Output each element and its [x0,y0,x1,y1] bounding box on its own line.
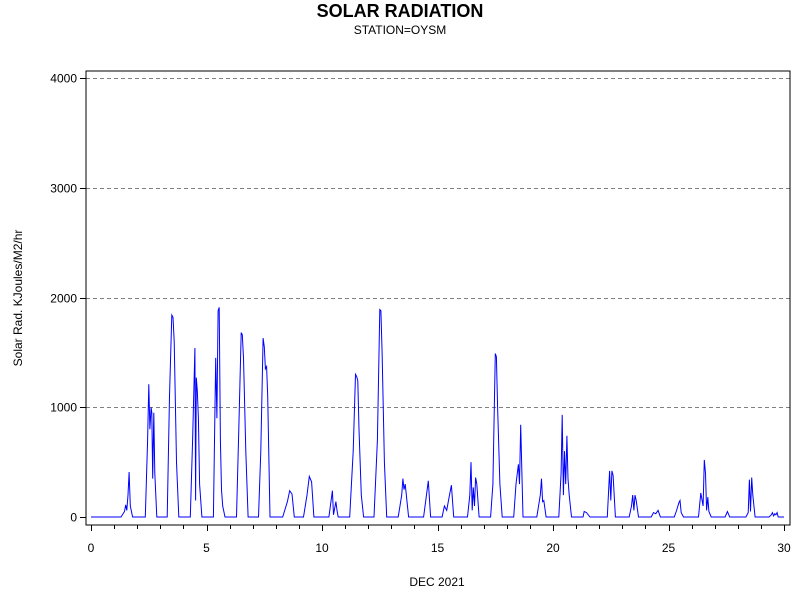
x-tick-label-20: 20 [546,541,560,555]
y-tick-label-4000: 4000 [50,72,77,86]
x-tick-label-25: 25 [662,541,676,555]
x-axis: 0 5 10 15 20 25 30 [88,525,791,555]
y-tick-label-0: 0 [70,511,77,525]
chart-subtitle: STATION=OYSM [353,23,447,37]
y-axis: 0 1000 2000 3000 4000 [50,72,86,525]
y-tick-label-3000: 3000 [50,182,77,196]
solar-radiation-line [91,307,784,518]
x-tick-label-30: 30 [777,541,791,555]
x-tick-label-10: 10 [315,541,329,555]
x-axis-label: DEC 2021 [409,575,465,589]
y-tick-label-2000: 2000 [50,292,77,306]
x-tick-label-0: 0 [88,541,95,555]
y-axis-label: Solar Rad. KJoules/M2/hr [11,230,25,367]
x-tick-label-15: 15 [431,541,445,555]
x-tick-label-5: 5 [203,541,210,555]
y-tick-label-1000: 1000 [50,401,77,415]
chart-title: SOLAR RADIATION [316,1,484,21]
grid-lines [86,78,790,408]
